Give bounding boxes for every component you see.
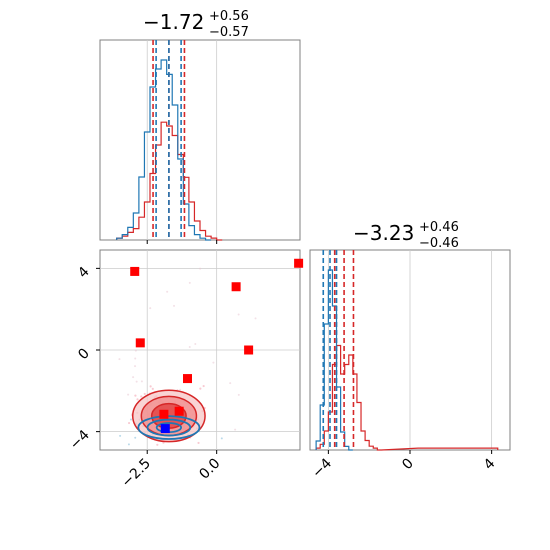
tick-label-joint-y-0: −4 bbox=[67, 427, 93, 453]
sample-point-scatter bbox=[127, 393, 130, 396]
title-param-2-minus: −0.46 bbox=[419, 236, 459, 251]
sample-point-scatter bbox=[179, 388, 182, 391]
histogram-param-1-red bbox=[116, 121, 223, 241]
sample-point-scatter bbox=[132, 376, 135, 379]
sample-point-scatter bbox=[166, 290, 169, 293]
sample-point-scatter bbox=[234, 428, 237, 431]
sample-point-blue bbox=[134, 436, 137, 439]
marker-red-square-3 bbox=[244, 345, 254, 355]
contour-blue-level-1 bbox=[146, 418, 192, 437]
histogram-param-1-blue bbox=[116, 59, 212, 241]
sample-point-scatter bbox=[188, 281, 191, 284]
contour-blue-level-0 bbox=[137, 415, 201, 440]
sample-point-scatter bbox=[134, 357, 137, 360]
marker-red-square-2 bbox=[231, 282, 241, 292]
sample-point-blue bbox=[220, 437, 223, 440]
sample-point-scatter bbox=[135, 380, 138, 383]
sample-point-blue bbox=[127, 443, 130, 446]
title-param-2: −3.23 +0.46 −0.46 bbox=[353, 220, 459, 251]
title-param-2-median: −3.23 bbox=[353, 221, 414, 245]
sample-point-scatter bbox=[194, 343, 197, 346]
title-param-1: −1.72 +0.56 −0.57 bbox=[143, 9, 249, 40]
marginal-param-2-panel bbox=[309, 249, 511, 451]
marker-blue-square-0 bbox=[160, 424, 170, 434]
sample-point-scatter bbox=[149, 307, 152, 310]
tick-label-right-x-1: 0 bbox=[399, 456, 417, 474]
tick-label-joint-y-2: 4 bbox=[75, 264, 93, 282]
joint-panel bbox=[99, 249, 304, 451]
sample-point-red bbox=[140, 395, 143, 398]
sample-point-red bbox=[156, 443, 159, 446]
marker-red-square-6 bbox=[159, 409, 169, 419]
sample-point-scatter bbox=[118, 358, 121, 361]
sample-point-red bbox=[136, 398, 139, 401]
sample-point-scatter bbox=[134, 349, 137, 352]
sample-point-scatter bbox=[134, 365, 137, 368]
tick-label-joint-x-1: 0.0 bbox=[196, 456, 223, 483]
tick-label-joint-x-0: −2.5 bbox=[119, 456, 154, 491]
sample-point-scatter bbox=[173, 304, 176, 307]
tick-label-joint-y-1: 0 bbox=[75, 346, 93, 364]
sample-point-scatter bbox=[237, 313, 240, 316]
sample-point-red bbox=[199, 387, 202, 390]
marker-red-square-7 bbox=[174, 406, 184, 416]
sample-point-red bbox=[197, 441, 200, 445]
sample-point-red bbox=[143, 392, 146, 396]
sample-point-scatter bbox=[188, 345, 191, 348]
sample-point-red bbox=[149, 385, 152, 388]
sample-point-scatter bbox=[237, 393, 240, 396]
title-param-1-median: −1.72 bbox=[143, 10, 204, 34]
sample-point-scatter bbox=[254, 317, 257, 320]
sample-point-blue bbox=[129, 418, 132, 421]
marker-red-square-4 bbox=[294, 258, 304, 268]
marker-red-square-0 bbox=[130, 266, 140, 276]
sample-point-red bbox=[134, 394, 137, 397]
marker-red-square-1 bbox=[135, 338, 145, 348]
sample-point-scatter bbox=[212, 361, 215, 364]
title-param-1-minus: −0.57 bbox=[209, 25, 249, 40]
title-param-1-plus: +0.56 bbox=[209, 9, 249, 24]
sample-point-red bbox=[202, 384, 205, 388]
sample-point-scatter bbox=[140, 380, 143, 383]
sample-point-red bbox=[151, 387, 154, 390]
marginal-param-1-panel bbox=[99, 39, 301, 241]
title-param-2-plus: +0.46 bbox=[419, 220, 459, 235]
sample-point-scatter bbox=[229, 382, 232, 385]
marker-red-square-5 bbox=[183, 374, 192, 384]
sample-point-blue bbox=[119, 434, 122, 437]
tick-label-right-x-2: 4 bbox=[481, 455, 499, 473]
marginal-param-1-frame bbox=[99, 39, 301, 241]
sample-point-red bbox=[127, 421, 131, 425]
tick-label-right-x-0: −4 bbox=[309, 455, 335, 481]
sample-point-scatter bbox=[199, 267, 202, 270]
